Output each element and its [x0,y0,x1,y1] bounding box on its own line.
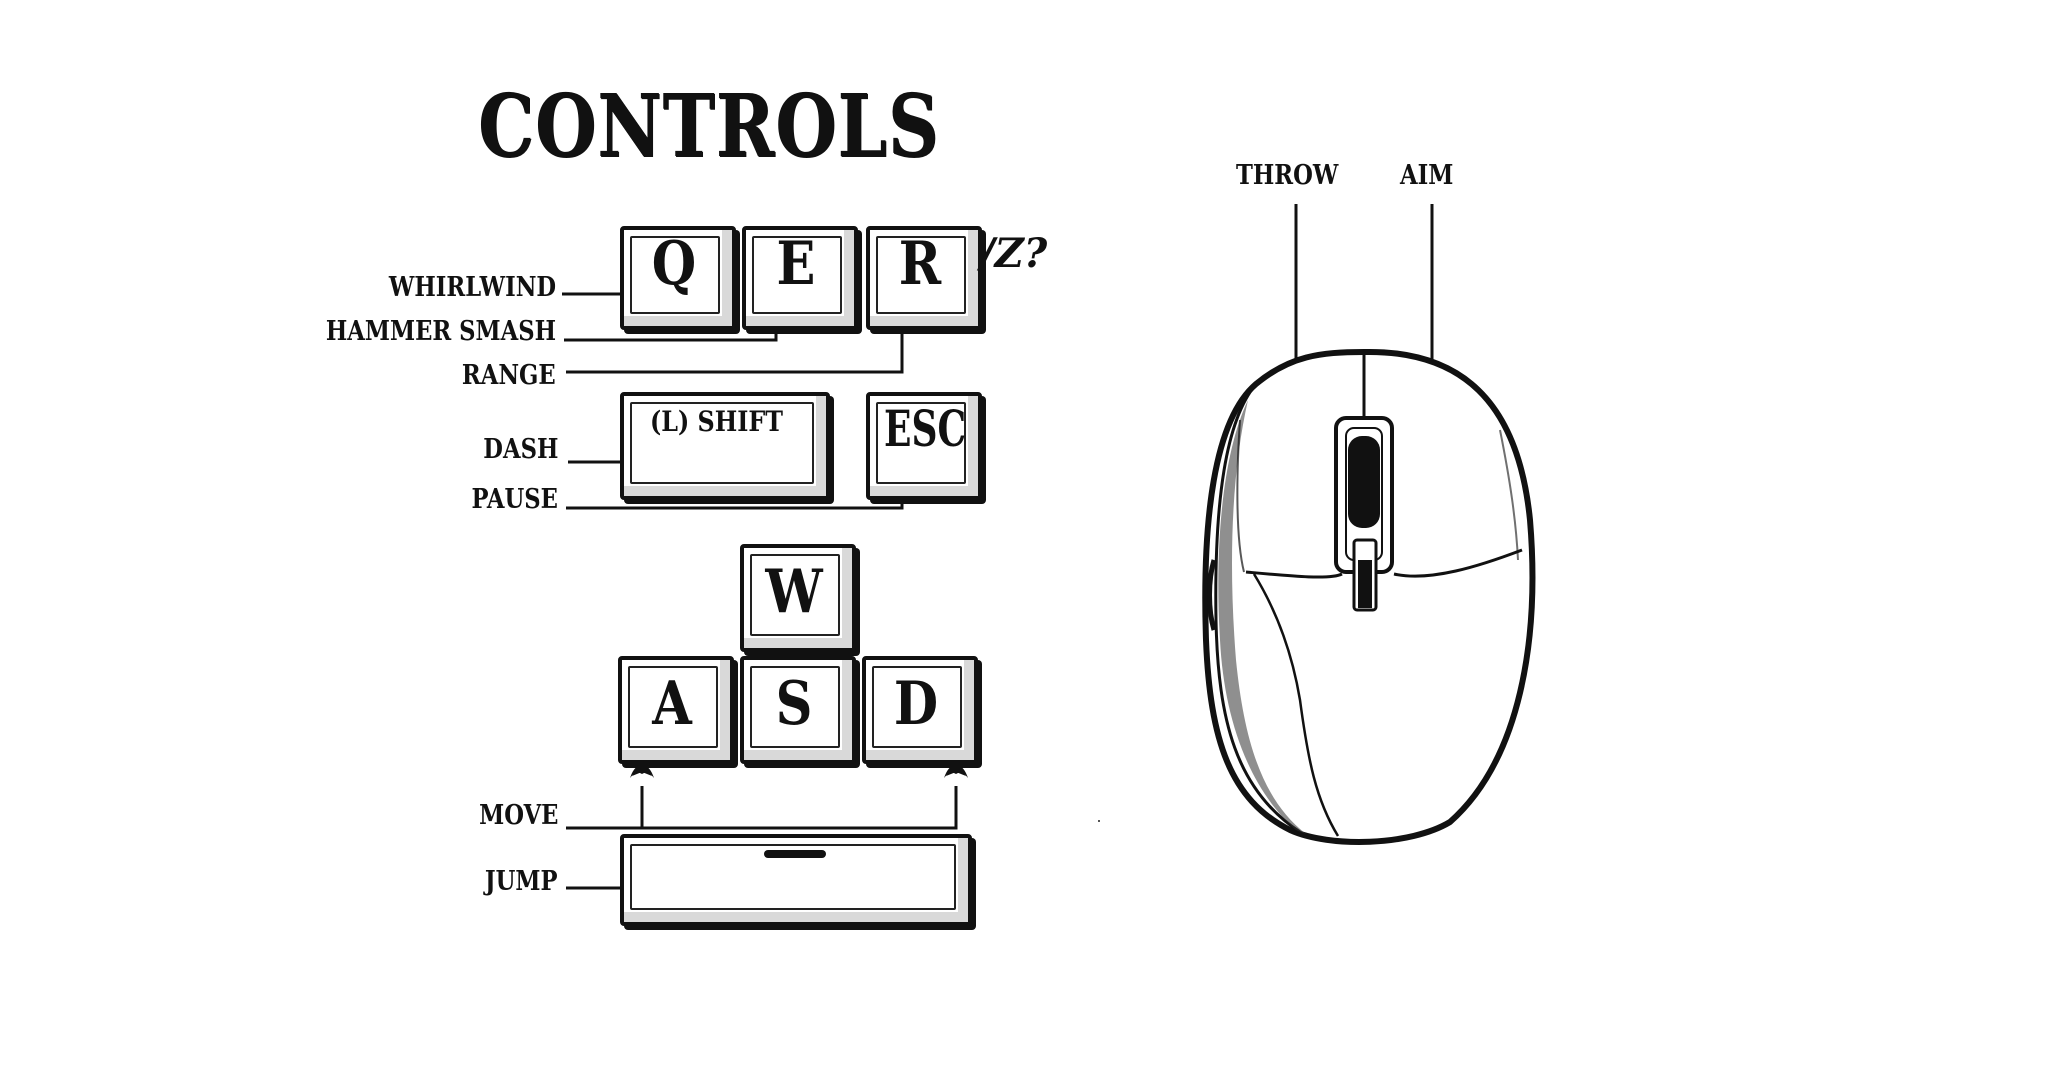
key-r: R [866,226,982,330]
key-d: D [862,656,978,764]
key-q: Q [620,226,736,330]
space-bar-mark [764,850,826,858]
key-left-shift: (L) SHIFT [620,392,830,500]
label-throw: THROW [1236,160,1339,191]
key-space [620,834,972,926]
label-aim: AIM [1400,160,1454,191]
label-whirlwind: WHIRLWIND [388,272,556,303]
key-a: A [618,656,734,764]
label-range: RANGE [462,360,556,391]
label-move: MOVE [478,800,558,831]
key-esc: ESC [866,392,982,500]
label-pause: PAUSE [471,484,558,515]
label-hammer-smash: HAMMER SMASH [325,316,556,347]
label-jump: JUMP [485,866,558,897]
mouse-icon [1202,348,1536,845]
key-e: E [742,226,858,330]
label-dash: DASH [482,434,558,465]
alt-key-hint: /Z? [980,230,1048,277]
stray-dot [1098,820,1100,822]
key-w: W [740,544,856,652]
page-title: CONTROLS [478,76,940,177]
key-s: S [740,656,856,764]
